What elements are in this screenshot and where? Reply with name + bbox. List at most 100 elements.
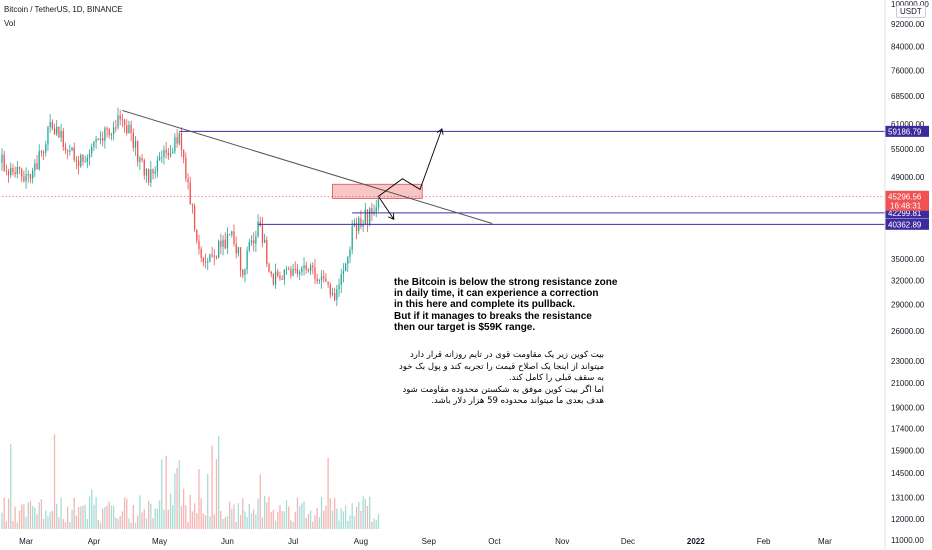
candle-body (88, 153, 91, 158)
candle-body (139, 158, 141, 162)
volume-bar (235, 522, 237, 529)
candle-body (242, 270, 244, 276)
candle-body (342, 270, 345, 275)
candle-body (60, 130, 62, 138)
candle-body (292, 268, 294, 276)
candle-body (91, 146, 93, 154)
volume-bar (167, 509, 169, 529)
candle-body (23, 176, 25, 182)
x-tick-label: Feb (757, 537, 771, 546)
candle-body (93, 141, 95, 147)
volume-bar (198, 469, 200, 529)
candle-body (301, 268, 303, 273)
candle-body (141, 158, 143, 161)
candle-body (104, 128, 106, 141)
volume-bar (99, 522, 102, 529)
volume-bar (360, 511, 362, 529)
volume-bar (110, 505, 113, 529)
volume-bars (1, 434, 380, 529)
volume-bar (290, 520, 292, 529)
volume-bar (369, 496, 371, 529)
volume-bar (84, 504, 86, 529)
volume-bar (283, 511, 285, 529)
volume-bar (373, 518, 375, 529)
candle-body (329, 284, 331, 295)
volume-bar (139, 495, 141, 529)
y-tick-label: 12000.00 (891, 515, 925, 524)
candle-body (82, 155, 84, 162)
candle-body (62, 130, 64, 147)
volume-bar (62, 519, 64, 529)
candle-body (224, 239, 226, 249)
candle-body (80, 155, 82, 167)
candle-body (40, 151, 43, 153)
volume-bar (117, 518, 119, 529)
candle-body (377, 196, 380, 208)
y-tick-label: 15900.00 (891, 447, 925, 456)
volume-bar (86, 518, 89, 529)
candle-body (147, 169, 150, 183)
candle-body (259, 221, 261, 226)
volume-bar (130, 522, 132, 529)
candle-body (204, 261, 207, 263)
candle-body (222, 239, 224, 247)
volume-bar (77, 506, 80, 529)
volume-bar (323, 510, 325, 529)
candle-body (196, 229, 198, 241)
volume-bar (320, 497, 323, 529)
candle-body (246, 250, 248, 270)
candle-body (42, 152, 45, 154)
x-tick-label: Apr (88, 537, 101, 546)
candle-body (158, 157, 161, 161)
candle-body (355, 222, 358, 232)
candle-body (5, 170, 8, 172)
volume-bar (16, 522, 18, 529)
candle-body (108, 129, 110, 136)
candle-body (331, 293, 334, 295)
candles (1, 107, 380, 307)
candle-body (163, 149, 165, 157)
candle-body (371, 208, 373, 214)
candle-body (77, 160, 80, 167)
candle-body (1, 154, 3, 163)
candle-body (215, 256, 218, 258)
volume-bar (233, 504, 235, 529)
volume-bar (93, 504, 95, 529)
candle-body (218, 240, 220, 258)
candle-body (156, 160, 159, 172)
candle-body (303, 265, 305, 269)
candle-body (349, 249, 351, 258)
y-tick-label: 76000.00 (891, 67, 925, 76)
candle-body (272, 274, 275, 285)
volume-bar (31, 505, 34, 529)
volume-bar (288, 506, 290, 529)
currency-badge[interactable]: USDT (896, 5, 926, 18)
candle-body (351, 226, 353, 250)
candle-body (167, 152, 169, 156)
y-tick-label: 13100.00 (891, 494, 925, 503)
volume-bar (277, 512, 279, 529)
candle-body (21, 169, 23, 177)
candle-body (102, 138, 104, 141)
volume-bar (336, 508, 338, 529)
candle-body (250, 240, 253, 243)
y-tick-label: 92000.00 (891, 20, 925, 29)
level-price-label: 42299.81 (888, 209, 922, 218)
volume-bar (211, 445, 213, 529)
last-price-label: 45296.56 (888, 192, 922, 201)
candle-body (14, 172, 16, 175)
level-price-label: 40362.89 (888, 220, 922, 229)
candle-body (53, 128, 56, 135)
candle-body (263, 239, 266, 243)
volume-bar (338, 520, 340, 529)
volume-bar (316, 508, 318, 529)
candle-body (123, 120, 126, 126)
volume-bar (112, 505, 115, 529)
volume-bar (279, 504, 281, 529)
y-tick-label: 35000.00 (891, 255, 925, 264)
target-arrow-head (436, 128, 444, 135)
level-price-tag (885, 207, 929, 219)
volume-bar (185, 505, 187, 529)
volume-bar (180, 505, 183, 529)
